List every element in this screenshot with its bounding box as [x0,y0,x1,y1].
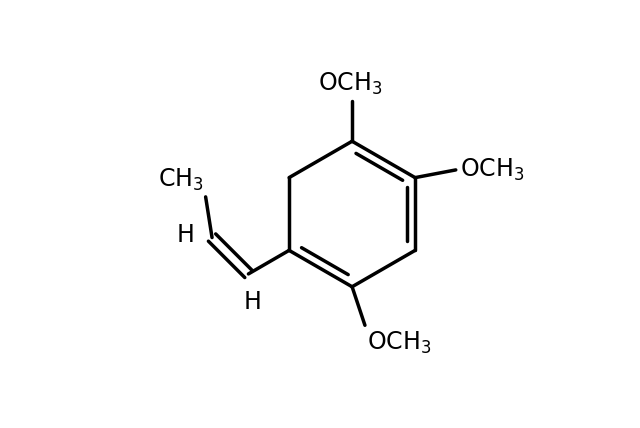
Text: H: H [244,290,262,314]
Text: OCH$_3$: OCH$_3$ [318,71,382,97]
Text: CH$_3$: CH$_3$ [158,166,204,193]
Text: OCH$_3$: OCH$_3$ [367,330,431,356]
Text: H: H [176,223,194,247]
Text: OCH$_3$: OCH$_3$ [460,157,524,183]
